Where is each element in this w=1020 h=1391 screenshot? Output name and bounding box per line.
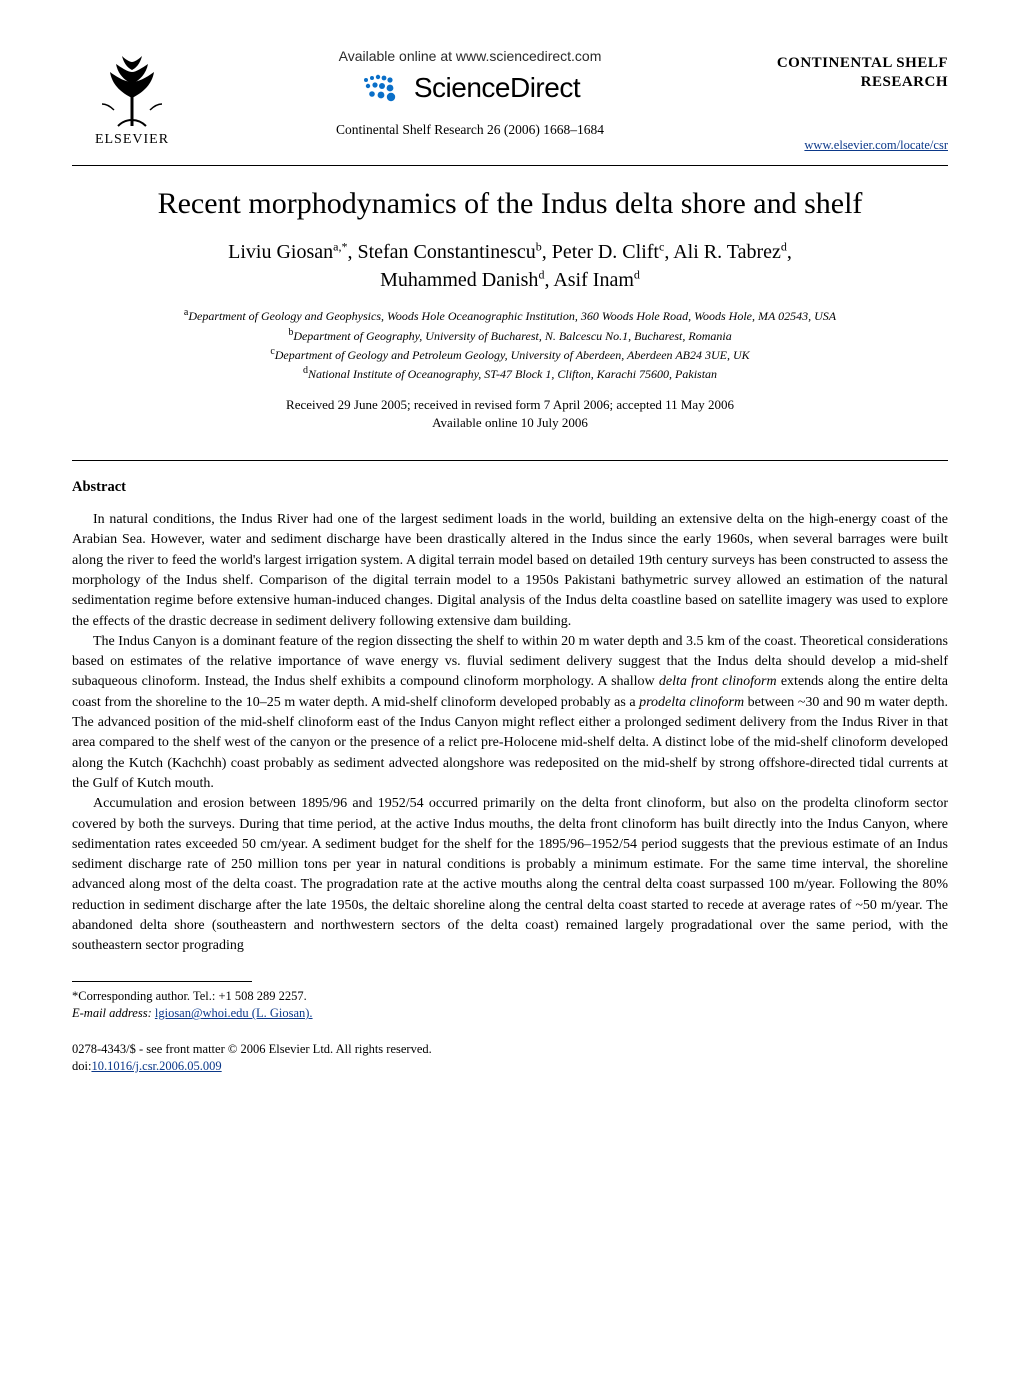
author-sep-1: , Stefan Constantinescu: [347, 241, 535, 263]
header-rule: [72, 165, 948, 166]
affiliation-d-text: National Institute of Oceanography, ST-4…: [308, 367, 717, 381]
footnote-rule: [72, 981, 252, 982]
pre-abstract-rule: [72, 460, 948, 461]
affiliation-b-text: Department of Geography, University of B…: [293, 329, 731, 343]
author-1: Liviu Giosan: [228, 241, 333, 263]
journal-brand-line1: CONTINENTAL SHELF: [748, 54, 948, 73]
email-footnote: E-mail address: lgiosan@whoi.edu (L. Gio…: [72, 1005, 948, 1023]
corresponding-email-link[interactable]: lgiosan@whoi.edu (L. Giosan).: [155, 1006, 313, 1020]
affiliation-d: dNational Institute of Oceanography, ST-…: [72, 364, 948, 383]
affiliation-a-text: Department of Geology and Geophysics, Wo…: [188, 309, 836, 323]
affiliation-c: cDepartment of Geology and Petroleum Geo…: [72, 345, 948, 364]
doi-prefix: doi:: [72, 1059, 91, 1073]
sciencedirect-dots-icon: [360, 72, 404, 104]
affiliations: aDepartment of Geology and Geophysics, W…: [72, 306, 948, 384]
affiliation-c-text: Department of Geology and Petroleum Geol…: [275, 348, 750, 362]
author-sep-5: , Asif Inam: [544, 269, 633, 291]
author-sep-2: , Peter D. Clift: [542, 241, 659, 263]
abstract-para-1: In natural conditions, the Indus River h…: [72, 510, 948, 632]
journal-brand: CONTINENTAL SHELF RESEARCH www.elsevier.…: [748, 48, 948, 153]
journal-reference: Continental Shelf Research 26 (2006) 166…: [208, 122, 732, 138]
journal-header: ELSEVIER Available online at www.science…: [72, 48, 948, 153]
abstract-heading: Abstract: [72, 479, 948, 496]
term-prodelta-clinoform: prodelta clinoform: [639, 695, 744, 710]
email-label: E-mail address:: [72, 1006, 152, 1020]
doi-link[interactable]: 10.1016/j.csr.2006.05.009: [91, 1059, 221, 1073]
corresponding-author-footnote: *Corresponding author. Tel.: +1 508 289 …: [72, 988, 948, 1006]
affiliation-a: aDepartment of Geology and Geophysics, W…: [72, 306, 948, 325]
term-delta-front-clinoform: delta front clinoform: [659, 674, 777, 689]
abstract-para-3: Accumulation and erosion between 1895/96…: [72, 794, 948, 956]
journal-brand-line2: RESEARCH: [748, 73, 948, 92]
author-sep-3: , Ali R. Tabrez: [664, 241, 781, 263]
doi-line: doi:10.1016/j.csr.2006.05.009: [72, 1058, 948, 1076]
header-center: Available online at www.sciencedirect.co…: [192, 48, 748, 138]
author-list: Liviu Giosana,*, Stefan Constantinescub,…: [72, 238, 948, 294]
article-dates: Received 29 June 2005; received in revis…: [72, 396, 948, 432]
abstract-body: In natural conditions, the Indus River h…: [72, 510, 948, 957]
received-accepted-line: Received 29 June 2005; received in revis…: [72, 396, 948, 414]
affiliation-b: bDepartment of Geography, University of …: [72, 326, 948, 345]
issn-copyright-line: 0278-4343/$ - see front matter © 2006 El…: [72, 1041, 948, 1059]
article-title: Recent morphodynamics of the Indus delta…: [72, 186, 948, 222]
footnotes: *Corresponding author. Tel.: +1 508 289 …: [72, 988, 948, 1023]
publisher-logo: ELSEVIER: [72, 48, 192, 148]
author-5: Muhammed Danish: [380, 269, 538, 291]
sciencedirect-logo: ScienceDirect: [208, 72, 732, 104]
available-online-text: Available online at www.sciencedirect.co…: [208, 48, 732, 64]
sciencedirect-text: ScienceDirect: [414, 72, 580, 104]
elsevier-tree-icon: [92, 48, 172, 128]
available-online-line: Available online 10 July 2006: [72, 414, 948, 432]
publisher-name: ELSEVIER: [95, 132, 169, 148]
author-sep-4: ,: [787, 241, 792, 263]
copyright-block: 0278-4343/$ - see front matter © 2006 El…: [72, 1041, 948, 1076]
author-6-affil-sup: d: [634, 267, 640, 281]
journal-url-link[interactable]: www.elsevier.com/locate/csr: [748, 138, 948, 154]
abstract-para-2: The Indus Canyon is a dominant feature o…: [72, 632, 948, 794]
